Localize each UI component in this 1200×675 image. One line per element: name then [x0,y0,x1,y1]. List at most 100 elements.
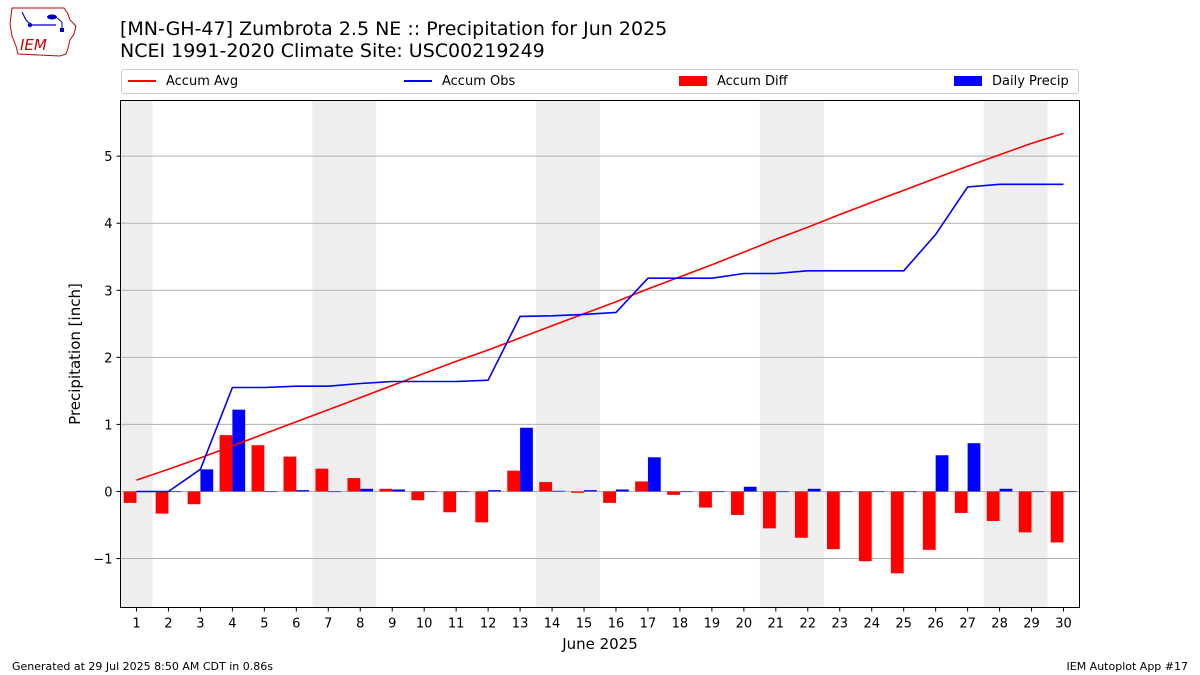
plot-frame [120,100,1080,608]
accum-diff-bar [699,491,712,508]
x-tick-label: 6 [292,617,300,632]
daily-precip-bar [552,490,565,492]
weekend-shade-band [759,100,792,608]
accum-diff-bar [123,491,137,503]
y-tick-label: 1 [104,418,112,433]
weekend-shade-band [344,100,377,608]
grid-lines [120,155,1080,560]
daily-precip-bar [264,491,278,493]
x-axis-ticks: 1 2 3 4 5 6 7 8 9 10 11 12 13 14 15 16 17 18 19 20 21 22 23 24 2… [132,607,1072,632]
x-tick-label: 28 [991,617,1008,632]
accum-diff-bar [507,470,521,492]
accum-diff-bar [731,491,744,515]
legend-label: Accum Avg [166,74,239,89]
chart-legend: Accum Avg Accum Obs Accum Diff Daily Pre… [121,69,1079,94]
accum-diff-bar [347,478,361,492]
daily-precip-bar [1031,491,1045,493]
x-tick-label: 12 [480,617,497,632]
x-tick-label: 2 [164,617,172,632]
footer-generated: Generated at 29 Jul 2025 8:50 AM CDT in … [12,660,273,673]
y-tick-label: 5 [104,150,112,165]
daily-precip-bar [807,488,821,492]
y-axis-label: Precipitation [inch] [66,283,84,425]
accum-diff-bar [635,481,648,492]
iowa-map-icon: IEM [9,7,77,57]
daily-precip-bar [871,491,885,493]
legend-swatch [128,79,156,82]
x-tick-label: 22 [800,617,817,632]
accum-diff-bar [283,456,297,492]
legend-accum-diff: Accum Diff [679,73,788,91]
daily-precip-bar [935,455,949,492]
x-tick-label: 16 [608,617,625,632]
daily-precip-bar [232,409,246,492]
x-tick-label: 19 [704,617,721,632]
daily-precip-bar [967,443,981,492]
lines [136,132,1064,493]
chart-title: [MN-GH-47] Zumbrota 2.5 NE :: Precipitat… [120,18,668,40]
accum-diff-bar [155,491,169,514]
x-tick-label: 8 [356,617,364,632]
legend-swatch [679,75,707,86]
x-tick-label: 15 [576,617,593,632]
x-tick-label: 24 [863,617,880,632]
accum-diff-bar [763,491,776,529]
accum-diff-bar [1050,491,1064,543]
legend-accum-obs: Accum Obs [404,73,515,91]
daily-precip-bar [999,488,1013,492]
bars [123,409,1077,574]
daily-precip-bar [392,489,406,492]
iem-logo[interactable]: IEM [8,6,80,60]
accum-diff-bar [251,445,265,492]
daily-precip-bar [488,490,501,492]
x-tick-label: 30 [1055,617,1072,632]
daily-precip-bar [1063,491,1077,493]
accum-obs-line [136,183,1064,493]
daily-precip-bar [168,491,182,493]
legend-swatch [954,75,982,86]
weekend-shade-band [312,100,345,608]
accum-diff-bar [986,491,1000,521]
accum-diff-bar [1018,491,1032,533]
x-tick-label: 3 [196,617,204,632]
x-tick-label: 26 [927,617,944,632]
accum-diff-bar [794,491,808,538]
daily-precip-bar [328,491,342,493]
daily-precip-bar [647,457,661,492]
weekend-shade-band [536,100,569,608]
y-tick-label: 3 [104,284,112,299]
x-tick-label: 21 [768,617,785,632]
legend-label: Daily Precip [992,74,1069,89]
accum-diff-bar [379,488,393,492]
x-tick-label: 7 [324,617,332,632]
x-tick-label: 5 [260,617,268,632]
weekend-shade-band [120,100,153,608]
y-tick-label: 2 [104,351,112,366]
x-tick-label: 29 [1023,617,1040,632]
legend-daily-precip: Daily Precip [954,73,1069,91]
x-tick-label: 10 [416,617,433,632]
accum-diff-bar [315,468,329,492]
accum-avg-line [136,132,1064,481]
daily-precip-bar [679,491,693,493]
footer-app: IEM Autoplot App #17 [1066,660,1189,673]
x-tick-label: 23 [831,617,848,632]
daily-precip-bar [424,491,437,493]
accum-diff-bar [539,482,553,492]
weekend-shade-band [983,100,1016,608]
x-tick-label: 14 [544,617,561,632]
daily-precip-bar [711,491,725,493]
x-tick-label: 11 [448,617,465,632]
accum-diff-bar [411,491,425,501]
accum-diff-bar [475,491,489,523]
x-tick-label: 9 [388,617,396,632]
daily-precip-bar [296,490,310,492]
legend-label: Accum Diff [717,74,788,89]
legend-label: Accum Obs [442,74,516,89]
y-tick-label: 4 [104,217,112,232]
x-tick-label: 25 [895,617,912,632]
chart-subtitle: NCEI 1991-2020 Climate Site: USC00219249 [120,40,545,62]
daily-precip-bar [743,486,757,492]
x-tick-label: 18 [672,617,689,632]
